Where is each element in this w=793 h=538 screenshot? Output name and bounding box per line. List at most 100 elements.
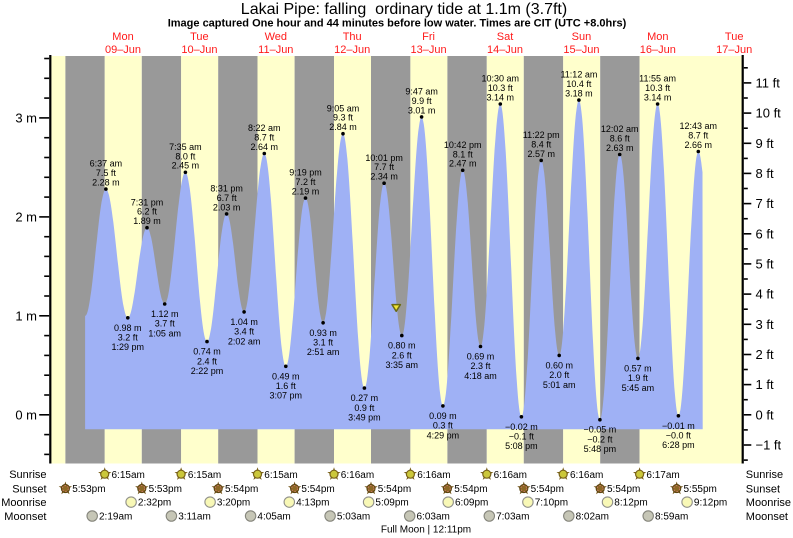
svg-text:0.3 ft: 0.3 ft: [433, 421, 454, 431]
svg-text:0.69 m: 0.69 m: [467, 352, 495, 362]
svg-text:0.57 m: 0.57 m: [624, 363, 652, 373]
svg-text:1.12 m: 1.12 m: [151, 309, 179, 319]
svg-text:Wed: Wed: [265, 31, 287, 43]
svg-text:17–Jun: 17–Jun: [716, 44, 752, 56]
svg-text:Sunset: Sunset: [12, 483, 46, 495]
svg-text:5:48 pm: 5:48 pm: [584, 444, 617, 454]
svg-text:2.19 m: 2.19 m: [292, 187, 320, 197]
svg-text:7 ft: 7 ft: [756, 196, 774, 211]
svg-text:1 ft: 1 ft: [756, 377, 774, 392]
svg-text:0 ft: 0 ft: [756, 407, 774, 422]
svg-text:2.63 m: 2.63 m: [606, 143, 634, 153]
svg-text:5:03am: 5:03am: [337, 512, 370, 523]
svg-text:3.2 ft: 3.2 ft: [118, 333, 139, 343]
svg-text:6:16am: 6:16am: [494, 470, 527, 481]
svg-text:3.01 m: 3.01 m: [408, 105, 436, 115]
svg-text:11:22 pm: 11:22 pm: [523, 130, 560, 140]
svg-text:3.4 ft: 3.4 ft: [234, 327, 255, 337]
svg-text:8:12pm: 8:12pm: [614, 498, 647, 509]
svg-text:1:05 am: 1:05 am: [148, 328, 181, 338]
svg-text:5:09pm: 5:09pm: [375, 498, 408, 509]
svg-text:2:02 am: 2:02 am: [228, 336, 261, 346]
svg-text:7:10pm: 7:10pm: [535, 498, 568, 509]
svg-text:Moonrise: Moonrise: [746, 497, 791, 509]
svg-text:1 m: 1 m: [15, 308, 37, 323]
svg-text:Moonrise: Moonrise: [1, 497, 46, 509]
svg-text:−0.01 m: −0.01 m: [662, 421, 695, 431]
svg-text:2.57 m: 2.57 m: [527, 149, 555, 159]
svg-text:0.93 m: 0.93 m: [309, 328, 337, 338]
svg-text:09–Jun: 09–Jun: [105, 44, 141, 56]
svg-text:6 ft: 6 ft: [756, 226, 774, 241]
svg-text:6:15am: 6:15am: [112, 470, 145, 481]
svg-text:9:05 am: 9:05 am: [327, 103, 360, 113]
svg-text:2.64 m: 2.64 m: [251, 142, 279, 152]
svg-text:10:01 pm: 10:01 pm: [365, 153, 403, 163]
svg-text:8.1 ft: 8.1 ft: [453, 149, 474, 159]
svg-text:Moonset: Moonset: [746, 511, 788, 523]
svg-text:10 ft: 10 ft: [756, 106, 782, 121]
svg-text:8:59am: 8:59am: [655, 512, 688, 523]
svg-text:5:53pm: 5:53pm: [149, 484, 182, 495]
svg-text:12–Jun: 12–Jun: [334, 44, 370, 56]
svg-text:3.18 m: 3.18 m: [565, 89, 593, 99]
svg-text:3:07 pm: 3:07 pm: [270, 391, 303, 401]
svg-text:4:29 pm: 4:29 pm: [427, 430, 460, 440]
svg-text:1.6 ft: 1.6 ft: [276, 381, 297, 391]
svg-text:5:08 pm: 5:08 pm: [505, 441, 538, 451]
svg-text:Mon: Mon: [647, 31, 668, 43]
svg-text:0.74 m: 0.74 m: [193, 347, 221, 357]
svg-text:3.7 ft: 3.7 ft: [155, 319, 176, 329]
svg-text:12:02 am: 12:02 am: [601, 124, 639, 134]
svg-text:5:53pm: 5:53pm: [72, 484, 105, 495]
svg-text:Mon: Mon: [112, 31, 133, 43]
svg-text:12:43 am: 12:43 am: [680, 121, 718, 131]
svg-text:6:17am: 6:17am: [646, 470, 679, 481]
svg-text:3 ft: 3 ft: [756, 317, 774, 332]
svg-text:2 ft: 2 ft: [756, 347, 774, 362]
svg-text:5:54pm: 5:54pm: [531, 484, 564, 495]
svg-text:10.3 ft: 10.3 ft: [645, 83, 671, 93]
svg-text:2.34 m: 2.34 m: [370, 172, 398, 182]
svg-text:6:37 am: 6:37 am: [90, 159, 123, 169]
svg-text:7.7 ft: 7.7 ft: [374, 162, 395, 172]
svg-text:13–Jun: 13–Jun: [411, 44, 447, 56]
svg-text:11–Jun: 11–Jun: [258, 44, 293, 56]
svg-text:3:11am: 3:11am: [178, 512, 211, 523]
svg-text:5:55pm: 5:55pm: [684, 484, 717, 495]
svg-text:−0.0 ft: −0.0 ft: [666, 431, 692, 441]
svg-text:14–Jun: 14–Jun: [487, 44, 523, 56]
svg-text:3.14 m: 3.14 m: [644, 92, 672, 102]
svg-text:8.0 ft: 8.0 ft: [175, 151, 196, 161]
svg-text:2:19am: 2:19am: [99, 512, 132, 523]
svg-text:Sunrise: Sunrise: [9, 469, 46, 481]
svg-text:7.2 ft: 7.2 ft: [295, 177, 316, 187]
svg-text:5:54pm: 5:54pm: [454, 484, 487, 495]
svg-text:6.7 ft: 6.7 ft: [217, 193, 238, 203]
svg-text:3:35 am: 3:35 am: [386, 360, 419, 370]
svg-text:8.7 ft: 8.7 ft: [688, 131, 709, 141]
svg-text:0.9 ft: 0.9 ft: [354, 403, 375, 413]
svg-text:2:32pm: 2:32pm: [138, 498, 171, 509]
svg-text:8.6 ft: 8.6 ft: [610, 134, 631, 144]
svg-text:6:09pm: 6:09pm: [455, 498, 488, 509]
svg-text:6:03am: 6:03am: [417, 512, 450, 523]
svg-text:9:19 pm: 9:19 pm: [289, 168, 322, 178]
svg-text:2:22 pm: 2:22 pm: [191, 366, 224, 376]
svg-text:Moonset: Moonset: [4, 511, 46, 523]
svg-text:16–Jun: 16–Jun: [640, 44, 676, 56]
svg-text:0.27 m: 0.27 m: [351, 393, 379, 403]
svg-text:Sunrise: Sunrise: [746, 469, 783, 481]
svg-text:6.2 ft: 6.2 ft: [137, 207, 158, 217]
svg-text:6:16am: 6:16am: [341, 470, 374, 481]
svg-text:9.3 ft: 9.3 ft: [333, 113, 354, 123]
svg-text:5:54pm: 5:54pm: [301, 484, 334, 495]
svg-text:9 ft: 9 ft: [756, 136, 774, 151]
svg-text:7:35 am: 7:35 am: [169, 142, 202, 152]
svg-text:−1 ft: −1 ft: [756, 438, 782, 453]
svg-text:Sunset: Sunset: [746, 483, 780, 495]
svg-text:3.1 ft: 3.1 ft: [313, 338, 334, 348]
svg-text:2.45 m: 2.45 m: [172, 161, 200, 171]
svg-text:4:13pm: 4:13pm: [296, 498, 329, 509]
svg-text:−0.2 ft: −0.2 ft: [587, 434, 613, 444]
